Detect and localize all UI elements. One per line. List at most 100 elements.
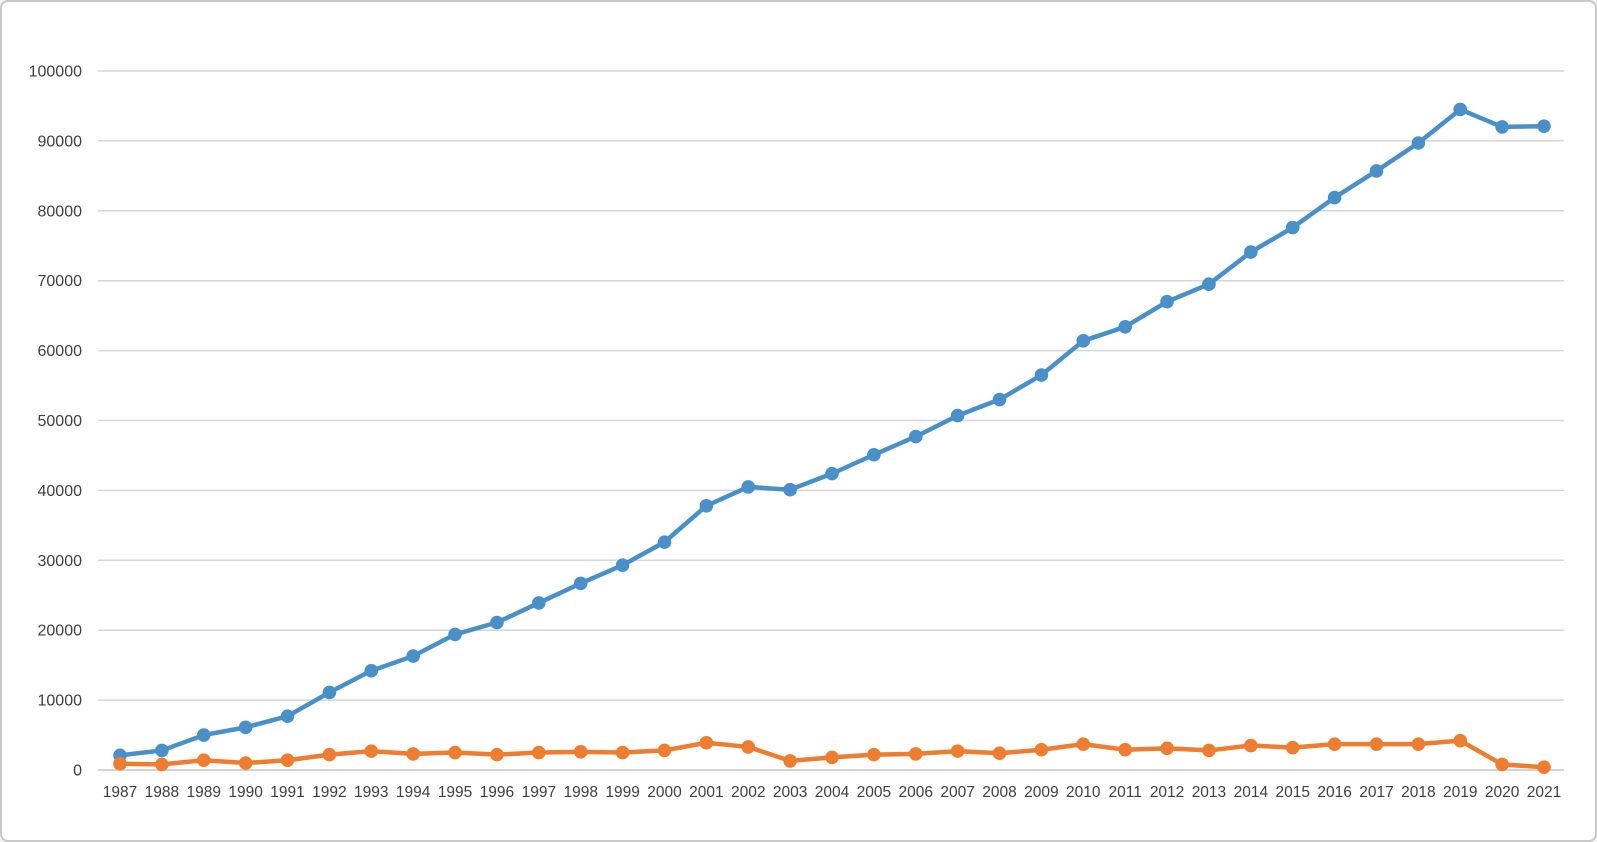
series-blue-point [532,596,546,610]
x-axis-tick-label: 2017 [1359,784,1393,801]
x-axis-tick-label: 2016 [1317,784,1351,801]
series-blue-point [1285,220,1300,235]
series-blue-point [615,558,630,572]
series-orange-point [113,756,127,771]
x-axis-tick-label: 1993 [354,784,388,801]
x-axis-tick-label: 2012 [1150,784,1184,801]
series-orange-point [1034,742,1049,757]
x-axis-tick-label: 2006 [899,784,933,801]
series-blue-point [867,447,881,462]
x-axis-tick-label: 1995 [438,784,472,801]
y-axis-tick-label: 80000 [38,203,83,220]
series-blue-point [1369,164,1384,178]
series-orange-point [238,756,253,770]
x-axis-tick-label: 2007 [940,784,974,801]
y-axis-tick-label: 60000 [38,343,83,360]
series-orange-point [1160,741,1174,756]
series-orange-point [280,753,295,768]
x-axis-tick-label: 2014 [1234,784,1269,801]
x-axis-tick-label: 1991 [270,784,304,801]
series-blue-point [490,615,504,630]
series-orange-point [406,747,420,761]
x-axis-tick-label: 2001 [689,784,723,801]
series-blue-point [322,685,337,700]
series-orange-point [1495,757,1509,772]
series-orange-point [1076,737,1091,751]
series-blue-line [117,107,1547,758]
y-axis-tick-label: 40000 [38,483,83,500]
x-axis-tick-label: 2005 [857,784,891,801]
x-axis-tick-label: 1996 [480,784,514,801]
x-axis-tick-label: 2021 [1527,784,1561,801]
series-blue-point [1411,136,1426,150]
series-blue-point [1118,320,1132,334]
series-blue-point [950,408,965,423]
x-axis-tick-label: 2003 [773,784,807,801]
y-axis-tick-label: 90000 [38,133,83,150]
series-orange-point [1118,742,1132,757]
series-orange-point [448,745,462,760]
x-axis-tick-label: 2018 [1401,784,1435,801]
series-orange-point [322,747,337,762]
series-orange-point [615,745,630,760]
series-orange-point [950,744,965,758]
y-axis-tick-label: 20000 [38,623,83,640]
series-orange-point [741,740,756,754]
y-axis-tick-label: 0 [73,763,82,780]
x-axis-tick-label: 2011 [1109,784,1142,801]
x-axis-tick-label: 2013 [1192,784,1226,801]
series-blue-point [280,709,295,723]
y-axis-tick-label: 70000 [38,273,83,290]
series-blue-point [741,480,756,494]
series-blue-point [1160,294,1174,309]
y-axis-tick-label: 100000 [29,64,82,81]
series-blue-point [1537,119,1551,134]
series-blue-point [1202,277,1216,291]
series-orange-point [532,745,546,760]
series-orange-point [1411,737,1426,751]
x-axis-tick-label: 2015 [1275,784,1309,801]
series-orange-point [1285,740,1300,755]
series-orange-point [657,743,672,758]
series-blue-point [1076,334,1091,348]
series-orange-point [1202,743,1216,758]
y-axis-tick-label: 30000 [38,553,83,570]
series-orange-point [699,735,714,750]
series-blue-point [1034,368,1049,382]
x-axis-tick-label: 1987 [103,784,137,801]
x-axis-tick-label: 1990 [228,784,263,801]
x-axis-tick-label: 1994 [396,784,431,801]
series-blue-point [406,649,420,663]
series-blue-point [783,482,797,497]
series-blue-point [825,466,839,481]
series-blue-point [1453,102,1468,117]
x-axis-tick-label: 2000 [647,784,682,801]
y-axis-tick-label: 10000 [38,693,83,710]
series-orange-point [1327,737,1342,751]
x-axis-tick-label: 2009 [1024,784,1058,801]
series-orange-point [1453,733,1468,748]
series-orange-point [1244,738,1258,753]
series-blue-point [155,743,169,758]
x-axis-tick-label: 2008 [982,784,1016,801]
series-orange-point [490,747,504,762]
x-axis-tick-label: 2002 [731,784,765,801]
series-orange-point [867,747,881,762]
series-blue-point [657,535,672,549]
series-orange-point [155,757,169,772]
series-blue-point [448,627,462,642]
x-axis-tick-label: 1998 [563,784,597,801]
y-axis-tick-label: 50000 [38,413,83,430]
series-orange-point [1537,760,1551,775]
series-blue-point [699,498,714,513]
x-axis-tick-label: 2019 [1443,784,1477,801]
x-axis-tick-label: 1988 [145,784,179,801]
series-orange-point [364,744,379,758]
series-orange-point [783,754,797,768]
series-blue-point [1327,190,1342,205]
series-blue-point [1495,120,1509,134]
series-orange-point [573,745,588,759]
x-axis-tick-label: 1992 [312,784,346,801]
